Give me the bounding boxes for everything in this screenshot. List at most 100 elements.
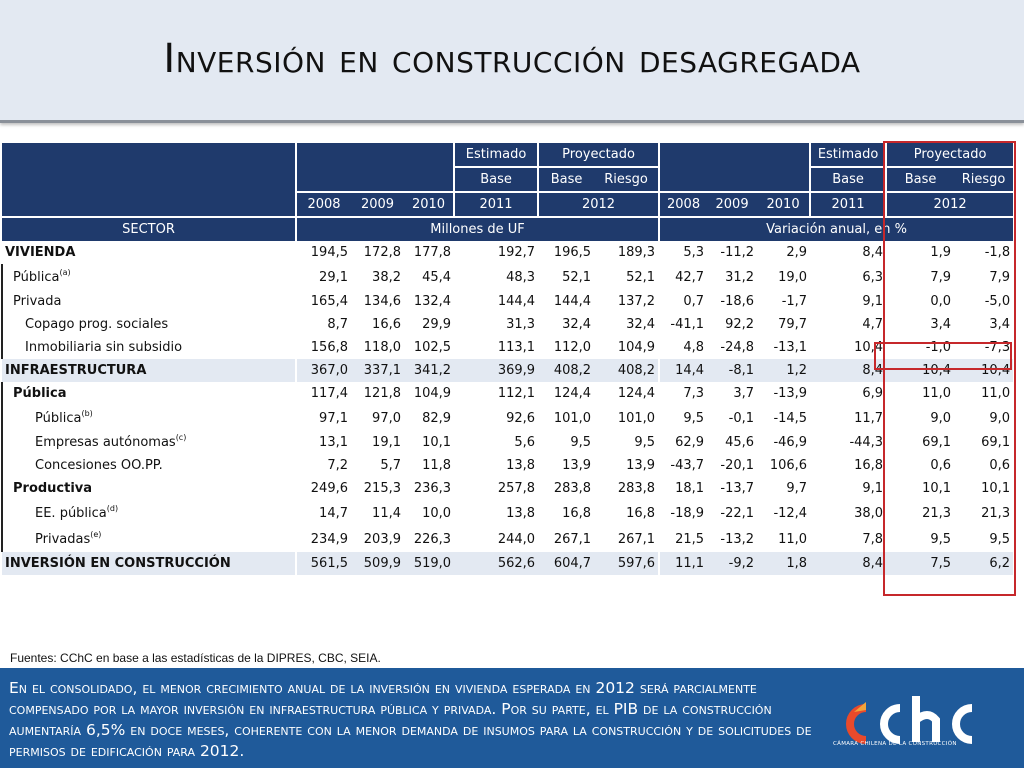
table-row: Productiva 249,6 215,3 236,3 257,8 283,8 283,8…	[1, 477, 1013, 500]
table-cell: 189,3	[617, 245, 656, 260]
table-cell: 509,9	[351, 552, 404, 575]
table-cell: 144,4	[497, 294, 536, 309]
footnote-marker: (a)	[59, 267, 71, 277]
table-cell: 14,4	[658, 359, 708, 382]
table-cell: -12,4	[773, 505, 808, 521]
table-row: EE. pública(d) 14,7 11,4 10,0 13,8 16,8 16,8 -1…	[1, 500, 1013, 526]
table-cell: 8,4	[810, 359, 887, 382]
table-cell: 7,5	[886, 552, 955, 575]
table-cell: 5,7	[380, 458, 401, 473]
table-cell: 13,1	[295, 431, 351, 454]
table-cell: 69,1	[981, 435, 1011, 450]
row-label: Pública(a)	[1, 264, 296, 290]
table-cell: 16,6	[372, 317, 401, 332]
table-cell: 3,4	[989, 317, 1011, 332]
table-cell: 134,6	[363, 294, 401, 309]
table-cell: 561,5	[295, 552, 351, 575]
table-cell: 9,1	[862, 481, 884, 496]
table-cell: 8,4	[810, 552, 887, 575]
year-header: 2009	[351, 191, 404, 217]
cchc-logo-icon	[846, 696, 973, 744]
table-cell: -22,1	[720, 505, 755, 521]
table-cell: 16,8	[626, 505, 656, 521]
table-cell: 10,0	[422, 505, 452, 521]
table-cell: -11,2	[720, 245, 755, 260]
table-cell: 267,1	[553, 531, 592, 547]
table-cell: 117,4	[295, 382, 351, 405]
table-cell: 0,6	[989, 458, 1011, 473]
table-cell: 156,8	[295, 336, 351, 359]
table-cell: 244,0	[497, 531, 536, 547]
table-cell: 165,4	[295, 290, 351, 313]
table-cell: 408,2	[594, 359, 660, 382]
table-cell: -8,1	[707, 359, 758, 382]
table-row: Pública 117,4 121,8 104,9 112,1 124,4 124,4 7,3…	[1, 382, 1013, 405]
table-cell: 113,1	[497, 340, 536, 355]
row-label-text: INFRAESTRUCTURA	[5, 363, 147, 378]
table-cell: 283,8	[553, 481, 592, 496]
table-cell: -0,1	[728, 410, 755, 426]
table-cell: 32,4	[626, 317, 656, 332]
investment-table: Estimado Proyectado Estimado Proyectado …	[1, 143, 1014, 575]
table-cell: 19,1	[372, 435, 401, 450]
table-cell: 9,7	[786, 481, 808, 496]
table-cell: -9,2	[707, 552, 758, 575]
table-cell: 9,0	[930, 410, 952, 426]
table-cell: 5,6	[514, 435, 536, 450]
table-cell: 3,4	[930, 317, 952, 332]
table-cell: -20,1	[720, 458, 755, 473]
table-cell: 562,6	[454, 552, 539, 575]
row-label: Pública	[1, 382, 296, 405]
row-label: Empresas autónomas(c)	[1, 431, 296, 454]
row-label: Inmobiliaria sin subsidio	[1, 336, 296, 359]
table-cell: 604,7	[538, 552, 595, 575]
table-cell: -1,8	[984, 245, 1011, 260]
table-cell: 597,6	[594, 552, 660, 575]
row-label: Concesiones OO.PP.	[1, 454, 296, 477]
table-cell: 283,8	[617, 481, 656, 496]
row-label: Privadas(e)	[1, 526, 296, 552]
table-cell: 101,0	[617, 410, 656, 426]
table-cell: -1,7	[781, 294, 808, 309]
table-cell: 16,8	[562, 505, 592, 521]
table-cell: 5,3	[658, 241, 708, 264]
table-cell: -14,5	[773, 410, 808, 426]
row-label-text: Concesiones OO.PP.	[35, 458, 163, 473]
table-cell: 0,7	[658, 290, 708, 313]
table-cell: 337,1	[351, 359, 404, 382]
row-label: INVERSIÓN EN CONSTRUCCIÓN	[2, 552, 296, 575]
table-row: Empresas autónomas(c) 13,1 19,1 10,1 5,6 9,5 9…	[1, 431, 1013, 454]
table-cell: 21,3	[922, 505, 952, 521]
table-cell: 18,1	[658, 477, 708, 500]
table-cell: 42,7	[658, 264, 708, 290]
row-label: INFRAESTRUCTURA	[2, 359, 296, 382]
table-cell: 69,1	[922, 435, 952, 450]
year-header: 2010	[404, 191, 455, 217]
table-cell: 132,4	[413, 294, 452, 309]
table-cell: 82,9	[422, 410, 452, 426]
row-label-text: Pública	[13, 269, 60, 285]
table-cell: 38,0	[854, 505, 884, 521]
table-cell: 9,5	[930, 531, 952, 547]
table-cell: 16,8	[854, 458, 884, 473]
table-cell: 7,9	[989, 269, 1011, 285]
table-row: Inmobiliaria sin subsidio 156,8 118,0 102,5…	[1, 336, 1013, 359]
table-row: Privadas(e) 234,9 203,9 226,3 244,0 267,1 267,…	[1, 526, 1013, 552]
footnote-marker: (c)	[175, 433, 187, 442]
table-cell: -13,2	[720, 531, 755, 547]
footnote-marker: (e)	[90, 529, 102, 539]
year-header: 2010	[757, 191, 811, 217]
table-cell: 7,9	[930, 269, 952, 285]
table-row: INFRAESTRUCTURA 367,0 337,1 341,2 369,9 408,2…	[2, 359, 1014, 382]
table-cell: 38,2	[372, 269, 401, 285]
row-label-text: Pública	[35, 410, 82, 426]
year-header: 2012	[885, 191, 1014, 217]
header-row-3: 2008 2009 2010 2011 2012 2008 2009 2010 …	[2, 191, 1014, 217]
table-cell: 11,0	[981, 386, 1011, 401]
year-header: 2008	[295, 191, 351, 217]
table-cell: 11,0	[922, 386, 952, 401]
table-cell: 0,0	[930, 294, 952, 309]
table-cell: 52,1	[562, 269, 592, 285]
table-cell: -41,1	[658, 313, 708, 336]
riesgo-header: Riesgo	[594, 167, 660, 192]
